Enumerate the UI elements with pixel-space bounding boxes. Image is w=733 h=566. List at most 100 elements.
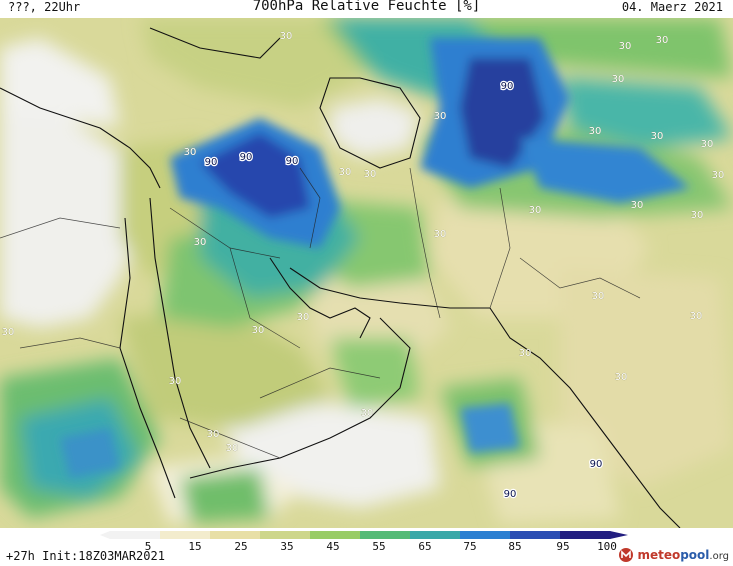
- contour-label: 30: [194, 237, 207, 248]
- init-time-label: +27h Init:18Z03MAR2021: [6, 549, 165, 563]
- contour-label: 90: [205, 157, 218, 168]
- contour-label: 30: [615, 372, 628, 383]
- blue-patch-west: [60, 428, 120, 478]
- colorbar-segment: [410, 531, 461, 539]
- contour-label: 30: [184, 147, 197, 158]
- dry-region-caspian: [330, 98, 420, 158]
- contour-label: 30: [691, 210, 704, 221]
- colorbar-tick-label: 100: [597, 540, 617, 553]
- contour-label: 30: [529, 205, 542, 216]
- contour-label: 30: [612, 74, 625, 85]
- contour-label: 30: [434, 229, 447, 240]
- blue-patch-sea: [460, 403, 520, 453]
- contour-label: 30: [631, 200, 644, 211]
- contour-labels: 30 30 30 30 30 30 30 30 30 30 30 30 30 30 30 30 30 30 30 30…: [1, 31, 725, 501]
- logo-text-pool: pool: [680, 548, 710, 562]
- olive-band-south: [120, 308, 330, 428]
- map-title: 700hPa Relative Feuchte [%]: [252, 0, 481, 14]
- coast-red-sea-east: [149, 197, 211, 469]
- border-6: [259, 367, 381, 399]
- contour-label: 30: [690, 311, 703, 322]
- logo-text-meteo: meteo: [637, 548, 681, 562]
- coast-iran-south: [289, 267, 490, 309]
- blue-band-east: [520, 138, 690, 203]
- contour-label: 30: [701, 139, 714, 150]
- border-2: [229, 247, 301, 349]
- colorbar-segment: [560, 531, 611, 539]
- contour-label: 30: [169, 376, 182, 387]
- colorbar-segment: [510, 531, 561, 539]
- contour-label: 30: [712, 170, 725, 181]
- border-7: [179, 417, 281, 459]
- logo-icon: [619, 548, 634, 562]
- contour-label: 90: [286, 156, 299, 167]
- contour-label: 30: [226, 443, 239, 454]
- colorbar-tick-label: 35: [280, 540, 294, 553]
- border-8: [519, 257, 641, 299]
- contour-label: 30: [656, 35, 669, 46]
- meteopool-logo[interactable]: meteopool.org: [618, 545, 729, 565]
- contour-label: 90: [504, 489, 517, 500]
- border-10: [19, 337, 121, 349]
- colorbar-max-arrow: [610, 531, 628, 539]
- coast-caspian: [319, 77, 421, 169]
- colorbar-min-arrow: [100, 531, 110, 539]
- colorbar-segment: [260, 531, 311, 539]
- border-3: [299, 167, 321, 249]
- colorbar-tick-label: 15: [188, 540, 202, 553]
- borders: [0, 167, 641, 459]
- contour-label: 30: [434, 111, 447, 122]
- coast-black-sea: [149, 27, 281, 59]
- colorbar-tick-label: 45: [326, 540, 340, 553]
- coast-oman: [189, 317, 411, 479]
- humidity-map: 30 30 30 30 30 30 30 30 30 30 30 30 30 30 30 30 30 30 30 30…: [0, 18, 733, 528]
- colorbar-labels: 5 15 25 35 45 55 65 75 85 95 100: [0, 540, 733, 554]
- border-4: [409, 167, 441, 319]
- contour-label: 30: [339, 167, 352, 178]
- contour-label: 30: [280, 31, 293, 42]
- contour-label: 30: [592, 291, 605, 302]
- dry-region-arabia-west: [0, 108, 140, 328]
- colorbar-segment: [110, 531, 161, 539]
- contour-label: 90: [240, 152, 253, 163]
- logo-text-domain: .org: [709, 551, 729, 562]
- contour-label: 30: [519, 348, 532, 359]
- colorbar-tick-label: 65: [418, 540, 432, 553]
- coast-red-sea-west: [119, 217, 176, 499]
- contour-label: 30: [361, 408, 374, 419]
- colorbar-tick-label: 85: [508, 540, 522, 553]
- contour-label: 30: [364, 169, 377, 180]
- colorbar-tick-label: 75: [463, 540, 477, 553]
- contour-label: 30: [619, 41, 632, 52]
- header-bar: ???, 22Uhr 700hPa Relative Feuchte [%] 0…: [0, 0, 733, 18]
- teal-patch-east: [560, 78, 733, 148]
- contour-label: 30: [207, 429, 220, 440]
- colorbar-tick-label: 25: [234, 540, 248, 553]
- colorbar-tick-label: 95: [556, 540, 570, 553]
- colorbar-segment: [160, 531, 211, 539]
- border-5: [489, 187, 511, 309]
- contour-label: 30: [252, 325, 265, 336]
- coast-india-west: [489, 307, 681, 528]
- colorbar: [100, 531, 628, 539]
- contour-label: 30: [589, 126, 602, 137]
- colorbar-segment: [310, 531, 361, 539]
- coast-mediterranean: [0, 87, 161, 189]
- coastlines: [0, 27, 681, 528]
- dry-region-north-africa: [0, 38, 120, 128]
- contour-label: 30: [297, 312, 310, 323]
- colorbar-segment: [210, 531, 261, 539]
- border-9: [0, 217, 121, 239]
- coast-persian-gulf: [269, 257, 371, 339]
- colorbar-segment: [360, 531, 411, 539]
- contour-label: 90: [501, 81, 514, 92]
- contour-label: 30: [651, 131, 664, 142]
- navy-core-iraq: [200, 133, 310, 218]
- colorbar-segment: [460, 531, 511, 539]
- valid-date-label: 04. Maerz 2021: [621, 0, 723, 14]
- olive-band-north: [140, 18, 360, 108]
- colorbar-tick-label: 55: [372, 540, 386, 553]
- humidity-field: [0, 18, 733, 523]
- contour-label: 30: [2, 327, 15, 338]
- colorbar-tick-label: 5: [144, 540, 152, 553]
